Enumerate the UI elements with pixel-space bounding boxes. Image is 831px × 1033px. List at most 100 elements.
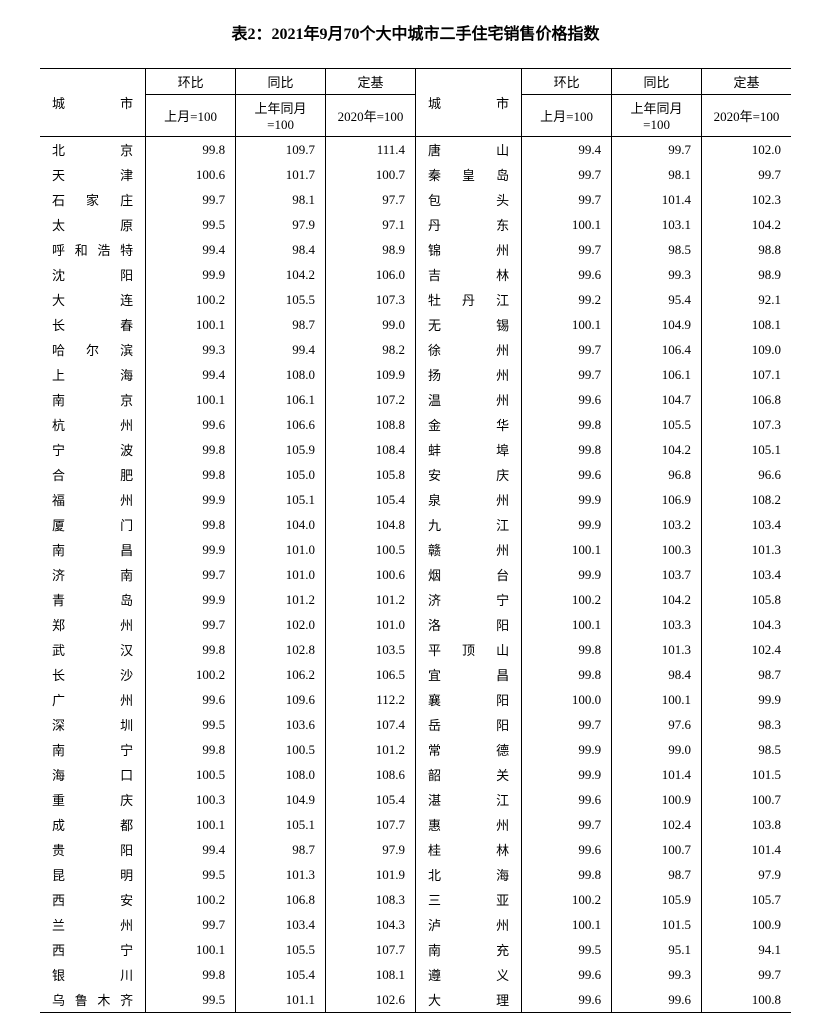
mom-right: 99.8	[522, 862, 612, 887]
base-left: 107.2	[326, 387, 416, 412]
city-left: 济南	[40, 562, 146, 587]
hdr-mom-left: 环比	[146, 69, 236, 95]
mom-left: 99.5	[146, 712, 236, 737]
mom-left: 99.4	[146, 362, 236, 387]
mom-right: 99.7	[522, 712, 612, 737]
city-left: 重庆	[40, 787, 146, 812]
mom-left: 100.5	[146, 762, 236, 787]
yoy-right: 99.3	[612, 262, 702, 287]
base-right: 108.2	[702, 487, 791, 512]
mom-right: 99.9	[522, 737, 612, 762]
city-left: 青岛	[40, 587, 146, 612]
city-left: 郑州	[40, 612, 146, 637]
yoy-left: 105.4	[236, 962, 326, 987]
base-right: 94.1	[702, 937, 791, 962]
yoy-left: 101.7	[236, 162, 326, 187]
city-right: 平顶山	[415, 637, 521, 662]
base-left: 107.3	[326, 287, 416, 312]
yoy-left: 101.3	[236, 862, 326, 887]
yoy-right: 106.1	[612, 362, 702, 387]
base-left: 105.4	[326, 787, 416, 812]
mom-right: 99.8	[522, 412, 612, 437]
base-left: 107.7	[326, 812, 416, 837]
mom-right: 100.1	[522, 612, 612, 637]
city-right: 南充	[415, 937, 521, 962]
base-left: 111.4	[326, 137, 416, 163]
mom-right: 99.8	[522, 637, 612, 662]
mom-right: 99.9	[522, 512, 612, 537]
table-row: 福州99.9105.1105.4泉州99.9106.9108.2	[40, 487, 791, 512]
hdr-mom-sub-left: 上月=100	[146, 95, 236, 137]
mom-left: 99.8	[146, 462, 236, 487]
city-left: 杭州	[40, 412, 146, 437]
mom-right: 100.1	[522, 537, 612, 562]
city-right: 丹东	[415, 212, 521, 237]
city-right: 桂林	[415, 837, 521, 862]
mom-left: 99.7	[146, 562, 236, 587]
city-right: 金华	[415, 412, 521, 437]
city-left: 厦门	[40, 512, 146, 537]
yoy-left: 98.7	[236, 837, 326, 862]
yoy-left: 102.0	[236, 612, 326, 637]
hdr-base-right: 定基	[702, 69, 791, 95]
mom-right: 99.6	[522, 987, 612, 1013]
yoy-left: 105.5	[236, 287, 326, 312]
base-right: 105.8	[702, 587, 791, 612]
base-left: 108.1	[326, 962, 416, 987]
yoy-right: 99.6	[612, 987, 702, 1013]
base-left: 97.9	[326, 837, 416, 862]
table-row: 乌鲁木齐99.5101.1102.6大理99.699.6100.8	[40, 987, 791, 1013]
mom-right: 99.7	[522, 362, 612, 387]
city-right: 吉林	[415, 262, 521, 287]
yoy-right: 103.1	[612, 212, 702, 237]
city-left: 乌鲁木齐	[40, 987, 146, 1013]
base-right: 107.1	[702, 362, 791, 387]
city-left: 北京	[40, 137, 146, 163]
mom-right: 99.9	[522, 762, 612, 787]
mom-right: 100.2	[522, 587, 612, 612]
city-right: 襄阳	[415, 687, 521, 712]
table-row: 济南99.7101.0100.6烟台99.9103.7103.4	[40, 562, 791, 587]
base-right: 92.1	[702, 287, 791, 312]
table-row: 北京99.8109.7111.4唐山99.499.7102.0	[40, 137, 791, 163]
base-left: 103.5	[326, 637, 416, 662]
table-row: 长春100.198.799.0无锡100.1104.9108.1	[40, 312, 791, 337]
yoy-left: 103.4	[236, 912, 326, 937]
city-right: 唐山	[415, 137, 521, 163]
table-row: 贵阳99.498.797.9桂林99.6100.7101.4	[40, 837, 791, 862]
table-row: 上海99.4108.0109.9扬州99.7106.1107.1	[40, 362, 791, 387]
base-left: 104.3	[326, 912, 416, 937]
city-right: 韶关	[415, 762, 521, 787]
base-right: 105.1	[702, 437, 791, 462]
city-left: 西宁	[40, 937, 146, 962]
table-row: 西安100.2106.8108.3三亚100.2105.9105.7	[40, 887, 791, 912]
base-right: 101.4	[702, 837, 791, 862]
base-right: 106.8	[702, 387, 791, 412]
base-left: 98.9	[326, 237, 416, 262]
yoy-right: 105.9	[612, 887, 702, 912]
mom-left: 99.5	[146, 862, 236, 887]
table-row: 天津100.6101.7100.7秦皇岛99.798.199.7	[40, 162, 791, 187]
base-right: 109.0	[702, 337, 791, 362]
base-right: 107.3	[702, 412, 791, 437]
base-right: 101.3	[702, 537, 791, 562]
hdr-base-sub-left: 2020年=100	[326, 95, 416, 137]
mom-right: 99.6	[522, 837, 612, 862]
mom-right: 100.1	[522, 912, 612, 937]
city-left: 海口	[40, 762, 146, 787]
city-left: 太原	[40, 212, 146, 237]
base-right: 105.7	[702, 887, 791, 912]
city-right: 湛江	[415, 787, 521, 812]
yoy-right: 102.4	[612, 812, 702, 837]
yoy-right: 98.7	[612, 862, 702, 887]
table-row: 杭州99.6106.6108.8金华99.8105.5107.3	[40, 412, 791, 437]
yoy-right: 106.4	[612, 337, 702, 362]
mom-right: 99.7	[522, 337, 612, 362]
city-left: 西安	[40, 887, 146, 912]
mom-left: 100.2	[146, 287, 236, 312]
base-right: 97.9	[702, 862, 791, 887]
base-right: 98.5	[702, 737, 791, 762]
mom-left: 99.9	[146, 587, 236, 612]
table-row: 宁波99.8105.9108.4蚌埠99.8104.2105.1	[40, 437, 791, 462]
base-right: 103.8	[702, 812, 791, 837]
